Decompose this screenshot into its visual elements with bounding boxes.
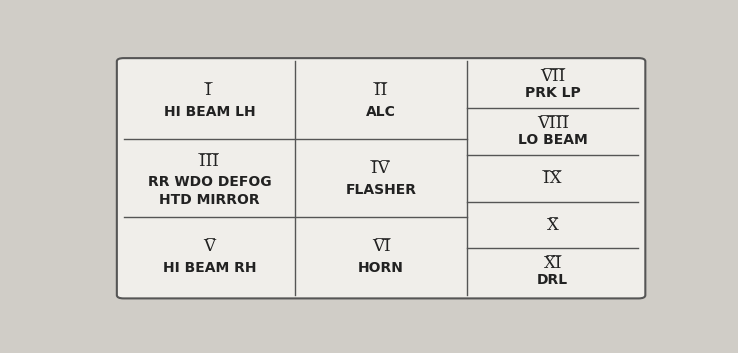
Text: V̅I̅I̅I̅: V̅I̅I̅I̅ bbox=[537, 115, 568, 132]
Text: HI BEAM LH: HI BEAM LH bbox=[164, 105, 255, 119]
Text: RR WDO DEFOG: RR WDO DEFOG bbox=[148, 175, 272, 189]
Text: I̅I̅: I̅I̅ bbox=[374, 83, 387, 100]
Text: V̅: V̅ bbox=[204, 238, 215, 255]
Text: V̅I̅: V̅I̅ bbox=[372, 238, 390, 255]
Text: FLASHER: FLASHER bbox=[345, 183, 416, 197]
Text: X̅I̅: X̅I̅ bbox=[543, 255, 562, 272]
Text: HORN: HORN bbox=[358, 261, 404, 275]
Text: V̅I̅I̅: V̅I̅I̅ bbox=[540, 68, 565, 85]
Text: I̅I̅I̅: I̅I̅I̅ bbox=[199, 152, 219, 170]
Text: X̅: X̅ bbox=[547, 216, 559, 234]
FancyBboxPatch shape bbox=[117, 58, 645, 298]
Text: HTD MIRROR: HTD MIRROR bbox=[159, 193, 260, 207]
Text: PRK LP: PRK LP bbox=[525, 86, 581, 100]
Text: DRL: DRL bbox=[537, 273, 568, 287]
Text: LO BEAM: LO BEAM bbox=[518, 133, 587, 147]
Text: I̅V̅: I̅V̅ bbox=[372, 160, 390, 178]
Text: I̅: I̅ bbox=[206, 83, 213, 100]
Text: I̅X̅: I̅X̅ bbox=[543, 170, 562, 187]
Text: HI BEAM RH: HI BEAM RH bbox=[163, 261, 256, 275]
Text: ALC: ALC bbox=[366, 105, 396, 119]
